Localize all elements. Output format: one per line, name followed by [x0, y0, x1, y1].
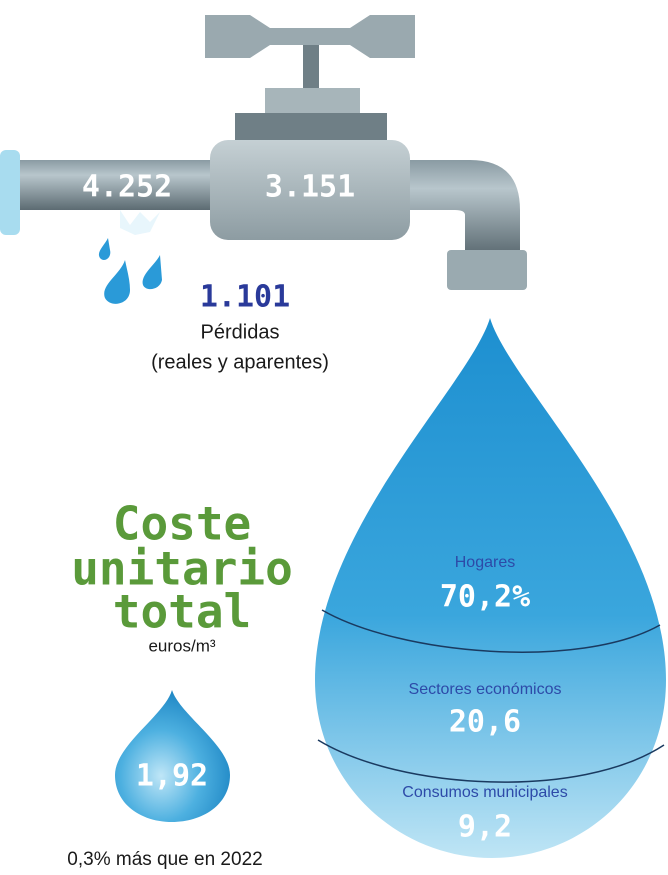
- segment-label: Consumos municipales: [402, 784, 567, 801]
- leak-drops: [99, 210, 162, 304]
- segment-label: Hogares: [455, 554, 515, 571]
- cost-title: total: [113, 585, 251, 639]
- cost-drop: [115, 690, 230, 822]
- faucet: [0, 15, 527, 290]
- cost-value: 1,92: [136, 759, 208, 794]
- segment-value: 20,6: [449, 705, 521, 740]
- cost-unit: euros/m³: [148, 636, 215, 655]
- segment-label: Sectores económicos: [409, 681, 562, 698]
- segment-value: 70,2%: [440, 580, 530, 615]
- losses-sublabel: (reales y aparentes): [151, 351, 329, 373]
- losses-label: Pérdidas: [201, 321, 280, 343]
- segment-value: 9,2: [458, 810, 512, 845]
- infographic: 4.252 3.151 1.101 Pérdidas (reales y apa…: [0, 0, 668, 875]
- pipe-output: 3.151: [265, 170, 355, 205]
- pipe-input: 4.252: [82, 170, 172, 205]
- cost-note: 0,3% más que en 2022: [67, 849, 262, 870]
- losses-value: 1.101: [200, 280, 290, 315]
